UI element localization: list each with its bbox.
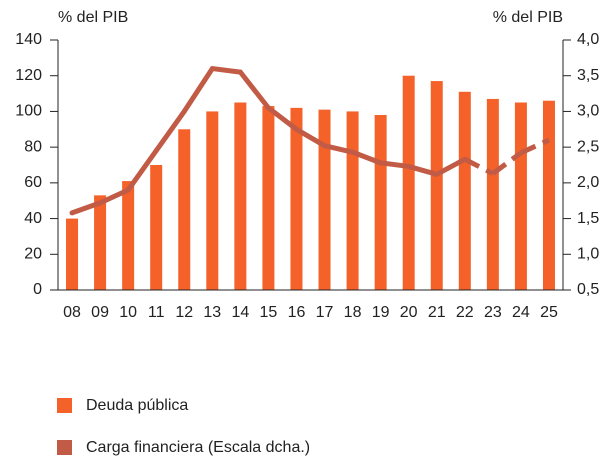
bar xyxy=(150,165,163,290)
y2-tick-label: 4,0 xyxy=(577,31,599,48)
x-tick-label: 18 xyxy=(344,304,362,321)
bar xyxy=(94,195,107,290)
legend-swatch xyxy=(57,440,72,455)
x-tick-label: 08 xyxy=(63,304,81,321)
x-tick-label: 20 xyxy=(400,304,418,321)
x-tick-label: 22 xyxy=(456,304,474,321)
y-tick-label: 140 xyxy=(15,31,42,48)
y-tick-label: 80 xyxy=(24,138,42,155)
y2-axis-label: % del PIB xyxy=(493,9,563,26)
line-segment xyxy=(378,160,412,169)
bar xyxy=(206,111,219,290)
line-segment xyxy=(69,200,103,216)
line-segment xyxy=(434,156,468,177)
bar xyxy=(122,181,135,290)
y-tick-label: 100 xyxy=(15,103,42,120)
y-tick-label: 60 xyxy=(24,174,42,191)
line-segment xyxy=(406,163,440,177)
line-segment xyxy=(209,66,243,75)
x-tick-label: 16 xyxy=(288,304,306,321)
y2-tick-label: 2,5 xyxy=(577,138,599,155)
y-tick-label: 120 xyxy=(15,67,42,84)
x-tick-label: 12 xyxy=(175,304,193,321)
bar xyxy=(66,218,79,290)
bar xyxy=(458,91,471,291)
y2-tick-label: 0,5 xyxy=(577,281,599,298)
y2-tick-label: 1,5 xyxy=(577,210,599,227)
y-axis-label: % del PIB xyxy=(58,9,128,26)
line-segment xyxy=(293,126,328,149)
x-tick-label: 14 xyxy=(231,304,249,321)
y-tick-label: 20 xyxy=(24,246,42,263)
bar xyxy=(234,102,247,290)
y2-tick-label: 1,0 xyxy=(577,246,599,263)
bar xyxy=(346,111,359,290)
line-segment xyxy=(350,149,384,166)
legend-label: Carga financiera (Escala dcha.) xyxy=(86,439,310,456)
bar xyxy=(262,106,275,290)
x-tick-label: 19 xyxy=(372,304,390,321)
bar xyxy=(318,109,331,291)
bar xyxy=(486,98,499,290)
y-tick-label: 0 xyxy=(33,281,42,298)
x-tick-label: 13 xyxy=(203,304,221,321)
x-tick-label: 24 xyxy=(512,304,530,321)
x-tick-label: 10 xyxy=(119,304,137,321)
line-segment xyxy=(97,187,131,206)
line-segment xyxy=(519,137,551,156)
x-tick-label: 21 xyxy=(428,304,446,321)
line-segment xyxy=(265,105,299,132)
line-segment xyxy=(181,66,215,114)
bar xyxy=(430,81,443,290)
line-segment xyxy=(237,69,271,111)
x-tick-label: 25 xyxy=(540,304,558,321)
legend-label: Deuda pública xyxy=(86,397,188,414)
bar xyxy=(374,115,387,290)
y2-tick-label: 3,0 xyxy=(577,103,599,120)
bar xyxy=(402,75,415,290)
line-segment xyxy=(322,143,356,155)
line-segment xyxy=(463,157,494,176)
line-segment xyxy=(153,108,187,154)
x-tick-label: 15 xyxy=(260,304,278,321)
x-tick-label: 17 xyxy=(316,304,334,321)
legend-swatch xyxy=(57,398,72,413)
x-tick-label: 11 xyxy=(148,304,165,321)
bar xyxy=(542,100,555,290)
y2-tick-label: 3,5 xyxy=(577,67,599,84)
x-tick-label: 23 xyxy=(484,304,502,321)
line-segment xyxy=(491,150,523,176)
line-segment xyxy=(125,148,159,193)
bar xyxy=(514,102,527,290)
y-tick-label: 40 xyxy=(24,210,42,227)
x-tick-label: 09 xyxy=(91,304,109,321)
y2-tick-label: 2,0 xyxy=(577,174,599,191)
bar xyxy=(290,107,303,290)
bar xyxy=(178,129,191,290)
